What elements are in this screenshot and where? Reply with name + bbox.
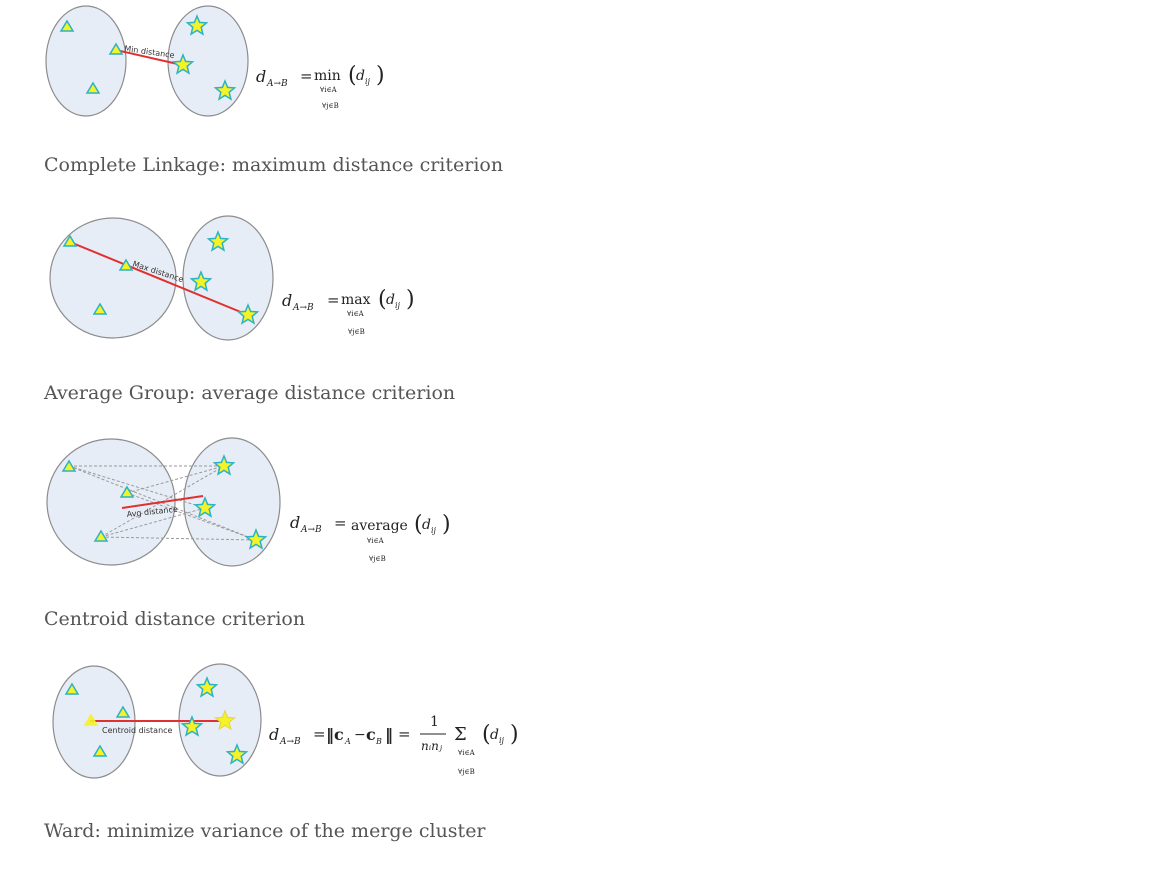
svg-text:ij: ij — [365, 77, 371, 86]
svg-text:d: d — [490, 727, 499, 743]
star-icon — [212, 454, 236, 476]
star-icon — [189, 270, 213, 292]
svg-text:−: − — [354, 727, 366, 743]
triangle-icon — [119, 485, 135, 498]
star-icon — [195, 676, 219, 698]
caption-ward: Ward: minimize variance of the merge clu… — [44, 820, 486, 842]
avg-distance-line — [121, 495, 204, 509]
svg-text:d: d — [256, 67, 266, 86]
svg-text:=: = — [398, 725, 411, 743]
star-icon — [236, 303, 260, 325]
svg-text:ij: ij — [431, 526, 437, 535]
svg-text:average: average — [351, 518, 408, 534]
max-distance-line — [69, 241, 249, 316]
svg-text:): ) — [376, 63, 385, 88]
star-icon — [213, 79, 237, 101]
svg-text:ij: ij — [499, 736, 505, 745]
svg-text:d: d — [356, 68, 365, 84]
triangle-icon — [59, 19, 75, 32]
svg-text:∀j∈B: ∀j∈B — [322, 102, 339, 110]
max-linkage-formula: d A→B = max ∀i∈A ∀j∈B ( d ij ) — [282, 287, 415, 336]
min-distance-figure: Min distance d A→B = min ∀i∈A ∀j∈B ( d i… — [45, 5, 385, 117]
centroid-a-triangle-icon — [83, 713, 99, 726]
triangle-icon — [64, 682, 80, 695]
centroid-distance-label: Centroid distance — [102, 726, 173, 735]
average-distance-figure: Avg distance d A→B = average ∀i∈A ∀j∈B (… — [46, 437, 451, 567]
min-distance-line — [115, 49, 183, 66]
svg-text:): ) — [406, 287, 415, 312]
caption-complete-linkage: Complete Linkage: maximum distance crite… — [44, 154, 504, 176]
triangle-icon — [118, 258, 134, 271]
svg-text:A: A — [344, 737, 351, 746]
svg-text:=: = — [300, 67, 313, 85]
caption-centroid: Centroid distance criterion — [44, 608, 306, 630]
svg-text:∀i∈A: ∀i∈A — [458, 749, 476, 757]
star-icon — [171, 53, 195, 75]
svg-text:d: d — [269, 725, 279, 744]
svg-text:‖c: ‖c — [326, 725, 344, 744]
caption-average-group: Average Group: average distance criterio… — [44, 382, 456, 404]
triangle-icon — [61, 459, 77, 472]
svg-text:=: = — [334, 514, 347, 532]
triangle-icon — [62, 234, 78, 247]
svg-text:c: c — [366, 725, 376, 744]
svg-text:∀i∈A: ∀i∈A — [320, 86, 338, 94]
star-icon — [180, 715, 204, 737]
svg-text:A→B: A→B — [292, 303, 314, 313]
svg-text:Σ: Σ — [454, 724, 467, 745]
svg-text:∀j∈B: ∀j∈B — [348, 328, 365, 336]
triangle-icon — [92, 744, 108, 757]
star-icon — [206, 230, 230, 252]
cluster-a — [49, 217, 177, 339]
svg-text:(: ( — [378, 287, 387, 312]
svg-text:=: = — [327, 291, 340, 309]
svg-text:d: d — [290, 513, 300, 532]
svg-text:ij: ij — [395, 301, 401, 310]
svg-text:B: B — [375, 737, 382, 746]
svg-text:A→B: A→B — [279, 737, 301, 747]
svg-text:d: d — [422, 517, 431, 533]
cluster-b — [183, 437, 281, 567]
svg-text:∀i∈A: ∀i∈A — [347, 310, 365, 318]
centroid-b-star-icon — [213, 709, 237, 731]
svg-text:∀i∈A: ∀i∈A — [367, 537, 385, 545]
svg-text:nᵢnⱼ: nᵢnⱼ — [421, 739, 443, 753]
svg-text:(: ( — [414, 512, 423, 537]
svg-text:): ) — [442, 512, 451, 537]
cluster-a — [46, 438, 176, 566]
triangle-icon — [85, 81, 101, 94]
svg-text:1: 1 — [430, 714, 439, 730]
star-icon — [225, 743, 249, 765]
svg-text:A→B: A→B — [300, 525, 322, 535]
centroid-linkage-formula: d A→B = ‖c A − c B ‖ = 1 nᵢnⱼ Σ ∀i∈A ∀j∈… — [269, 714, 519, 776]
star-icon — [193, 496, 217, 518]
svg-text:∀j∈B: ∀j∈B — [369, 555, 386, 563]
svg-text:d: d — [282, 291, 292, 310]
svg-text:‖: ‖ — [385, 725, 393, 744]
triangle-icon — [115, 705, 131, 718]
svg-text:): ) — [510, 722, 519, 747]
min-linkage-formula: d A→B = min ∀i∈A ∀j∈B ( d ij ) — [256, 63, 385, 110]
star-icon — [185, 14, 209, 36]
svg-text:d: d — [386, 292, 395, 308]
centroid-distance-figure: Centroid distance d A→B = ‖c A − c B ‖ =… — [52, 663, 519, 779]
svg-text:A→B: A→B — [266, 79, 288, 89]
max-distance-figure: Max distance d A→B = max ∀i∈A ∀j∈B ( d i… — [49, 215, 415, 341]
svg-text:=: = — [313, 725, 326, 743]
svg-text:max: max — [341, 292, 371, 308]
cluster-a — [45, 5, 127, 117]
triangle-icon — [92, 302, 108, 315]
triangle-icon — [108, 42, 124, 55]
svg-text:(: ( — [482, 722, 491, 747]
triangle-icon — [93, 529, 109, 542]
star-icon — [244, 528, 268, 550]
svg-text:(: ( — [348, 63, 357, 88]
average-linkage-formula: d A→B = average ∀i∈A ∀j∈B ( d ij ) — [290, 512, 451, 563]
cluster-b — [182, 215, 274, 341]
svg-text:∀j∈B: ∀j∈B — [458, 768, 475, 776]
svg-text:min: min — [314, 68, 341, 84]
